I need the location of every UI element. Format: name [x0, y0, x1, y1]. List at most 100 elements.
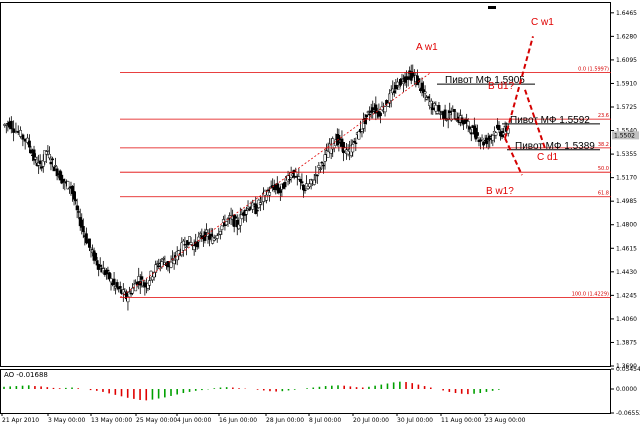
wave-projection-up [504, 36, 534, 139]
candle-body [312, 179, 316, 185]
candle-body [109, 278, 113, 283]
candle-body [411, 72, 415, 77]
candle-body [283, 182, 287, 188]
candle-body [502, 132, 506, 135]
x-tick-label: 16 Jun 00:00 [219, 417, 257, 424]
axes: 1.6465 1.6280 1.6095 1.5910 1.5725 1.5540 1.53… [1, 10, 639, 424]
y-tick-label: 1.6465 [616, 10, 637, 17]
candle-body [234, 216, 238, 219]
candle-body [368, 113, 372, 116]
y-tick-label: 1.5355 [616, 151, 637, 158]
y-tick-label: 1.5910 [616, 80, 637, 87]
y-tick-label: 1.5170 [616, 175, 637, 182]
indicator-plot-border [0, 369, 611, 414]
candle-body [392, 90, 396, 93]
candle-body [300, 181, 304, 184]
candle-body [357, 131, 361, 140]
candle-body [394, 85, 398, 90]
candle-body [386, 102, 390, 107]
pivot-label: Пивот МФ 1.5592 [510, 115, 590, 126]
x-tick-label: 13 May 00:00 [91, 417, 132, 424]
y-tick-label: 1.4430 [616, 269, 637, 276]
candle-body [112, 278, 116, 285]
candle-body [189, 242, 193, 245]
candle-body [417, 78, 421, 83]
candle-body [161, 258, 165, 260]
candle-body [27, 140, 31, 148]
candle-body [451, 111, 455, 120]
candle-body [315, 174, 319, 177]
candle-body [215, 235, 219, 239]
y-tick-label: 1.4800 [616, 222, 637, 229]
candle-body [297, 176, 301, 180]
candle-body [278, 190, 282, 193]
candle-body [443, 109, 447, 120]
candle-body [246, 206, 250, 209]
candle-body [469, 132, 473, 135]
candle-body [181, 240, 185, 251]
y-tick-label: 1.6095 [616, 57, 637, 64]
candle-body [95, 260, 99, 266]
candle-body [475, 132, 479, 136]
candle-body [16, 131, 20, 133]
candle-body [265, 194, 268, 201]
candle-body [40, 166, 44, 169]
x-tick-label: 21 Apr 2010 [2, 417, 39, 424]
candle-body [87, 238, 91, 248]
main-price-panel [0, 2, 611, 414]
y-tick-label: 1.4615 [616, 245, 637, 252]
candle-body [399, 79, 402, 86]
candle-body [298, 179, 302, 182]
candle-body [9, 120, 13, 130]
candle-body [383, 106, 387, 113]
candle-body [183, 244, 187, 246]
candle-body [400, 78, 404, 80]
x-tick-label: 30 Jul 00:00 [397, 417, 433, 424]
candle-body [19, 130, 23, 137]
candle-body [354, 142, 358, 145]
candle-body [254, 203, 258, 214]
candle-body [149, 270, 153, 279]
candle-body [34, 157, 38, 160]
candle-body [140, 276, 144, 280]
candle-body [66, 181, 70, 190]
candle-body [320, 162, 324, 164]
candle-body [360, 128, 364, 132]
indicator-y-tick-label: 0.0000 [616, 386, 637, 393]
candle-body [452, 108, 456, 112]
wave-label: B w1? [486, 186, 514, 197]
candle-body [439, 113, 442, 115]
candle-body [318, 168, 322, 170]
y-tick-label: 1.3875 [616, 339, 637, 346]
candle-body [426, 96, 430, 99]
candle-body [258, 202, 262, 205]
wave-projection-down [504, 137, 523, 176]
candle-body [302, 184, 305, 191]
candle-body [395, 81, 399, 86]
candle-body [128, 291, 131, 293]
candle-body [44, 151, 48, 155]
last-price-label: 1.5502 [614, 132, 635, 139]
candle-body [255, 210, 259, 212]
candle-body [494, 132, 498, 136]
candle-body [288, 178, 292, 181]
candle-body [220, 225, 224, 230]
y-tick-label: 1.5725 [616, 104, 637, 111]
candle-body [84, 233, 88, 244]
y-tick-label: 1.4245 [616, 292, 637, 299]
candle-body [29, 149, 33, 154]
last-price-box [612, 131, 639, 140]
candle-body [378, 112, 382, 117]
candle-body [74, 199, 78, 202]
candle-body [166, 261, 170, 268]
x-tick-label: 11 Aug 00:00 [441, 417, 482, 424]
ao-indicator-panel: AO -0.01688 0.05454 0.0000 -0.06552 [3, 366, 640, 417]
x-tick-label: 4 Jun 00:00 [177, 417, 211, 424]
candle-body [188, 236, 191, 243]
indicator-y-tick-label: 0.05454 [616, 366, 640, 373]
pivot-label: Пивот МФ 1.5905 [445, 75, 525, 86]
candle-body [26, 137, 29, 143]
candle-body [497, 125, 501, 130]
y-tick-label: 1.6280 [616, 33, 637, 40]
candle-body [218, 231, 222, 235]
